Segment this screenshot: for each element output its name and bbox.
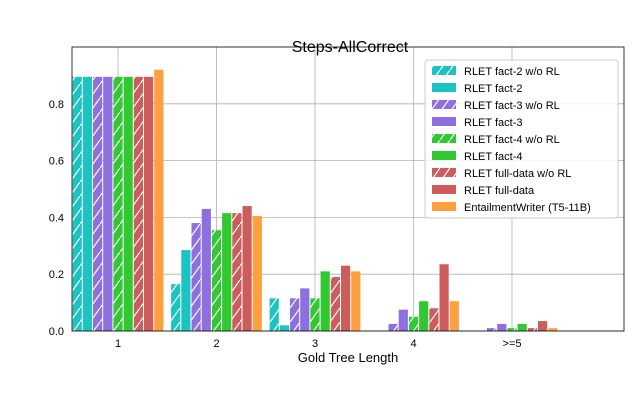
bar xyxy=(242,206,252,331)
bar xyxy=(300,288,310,331)
bar xyxy=(82,76,92,331)
legend-swatch xyxy=(432,117,456,126)
bar-hatch xyxy=(269,298,279,331)
bar xyxy=(419,301,429,331)
bar xyxy=(123,76,133,331)
bar xyxy=(449,301,459,331)
legend-swatch xyxy=(432,185,456,194)
bar xyxy=(103,76,113,331)
legend-swatch-hatch xyxy=(432,168,456,177)
y-tick-label: 0.2 xyxy=(49,269,64,281)
bar xyxy=(154,69,164,331)
bar-hatch xyxy=(408,316,419,331)
legend-swatch-hatch xyxy=(432,66,456,75)
chart-title: Steps-AllCorrect xyxy=(292,39,409,56)
bar-hatch xyxy=(232,213,242,331)
bar-hatch xyxy=(290,298,300,331)
bar-hatch xyxy=(133,76,143,331)
legend-swatch xyxy=(432,202,456,211)
bar xyxy=(201,208,211,331)
bar-hatch xyxy=(72,76,82,331)
legend-label: RLET fact-4 w/o RL xyxy=(464,134,560,146)
tick-labels: 0.0 0.2 0.4 0.6 0.8 1 2 3 4 >=5 xyxy=(49,99,522,350)
bar-hatch xyxy=(310,298,320,331)
legend-label: RLET fact-4 xyxy=(464,151,523,163)
bar xyxy=(439,264,449,331)
legend-label: RLET fact-3 xyxy=(464,117,523,129)
legend-label: EntailmentWriter (T5-11B) xyxy=(464,202,591,214)
bar-hatch xyxy=(171,284,181,331)
bar-hatch xyxy=(527,328,537,331)
bar xyxy=(497,323,507,331)
y-tick-label: 0.8 xyxy=(49,99,64,111)
bar xyxy=(144,76,154,331)
y-tick-label: 0.4 xyxy=(49,212,64,224)
legend-label: RLET full-data xyxy=(464,185,535,197)
legend-swatch-hatch xyxy=(432,134,456,143)
legend-box xyxy=(424,59,619,219)
legend-label: RLET fact-3 w/o RL xyxy=(464,100,560,112)
bar xyxy=(320,271,330,331)
bar-hatch xyxy=(191,223,201,331)
bar xyxy=(548,328,558,331)
bar xyxy=(181,250,191,331)
bar xyxy=(538,321,548,331)
bar xyxy=(517,323,527,331)
x-tick-label: 2 xyxy=(213,338,219,350)
legend-swatch xyxy=(432,151,456,160)
bar xyxy=(341,265,351,331)
bar-hatch xyxy=(211,230,222,331)
x-tick-label: 1 xyxy=(115,338,121,350)
bar xyxy=(398,309,408,331)
bar xyxy=(252,215,262,331)
x-tick-label: >=5 xyxy=(503,338,522,350)
bar-hatch xyxy=(507,328,517,331)
x-tick-label: 4 xyxy=(410,338,416,350)
y-tick-label: 0.6 xyxy=(49,156,64,168)
legend-label: RLET fact-2 xyxy=(464,83,523,95)
bar-hatch xyxy=(487,328,497,331)
y-tick-label: 0.0 xyxy=(49,326,64,338)
bar-hatch xyxy=(330,277,340,331)
bar xyxy=(222,213,232,331)
legend-swatch xyxy=(432,83,456,92)
x-axis-label: Gold Tree Length xyxy=(298,350,398,365)
x-tick-label: 3 xyxy=(312,338,318,350)
bar xyxy=(351,271,361,331)
legend-swatch-hatch xyxy=(432,100,456,109)
bar-hatch xyxy=(388,323,398,331)
bar-hatch xyxy=(93,76,103,331)
bar-hatch xyxy=(113,76,123,331)
bars xyxy=(72,69,558,331)
legend: RLET fact-2 w/o RL RLET fact-2 RLET fact-3… xyxy=(424,59,619,219)
plot-frame xyxy=(71,46,625,332)
legend-label: RLET full-data w/o RL xyxy=(464,168,571,180)
legend-label: RLET fact-2 w/o RL xyxy=(464,66,560,78)
bar-hatch xyxy=(429,308,439,331)
bar xyxy=(279,325,289,331)
